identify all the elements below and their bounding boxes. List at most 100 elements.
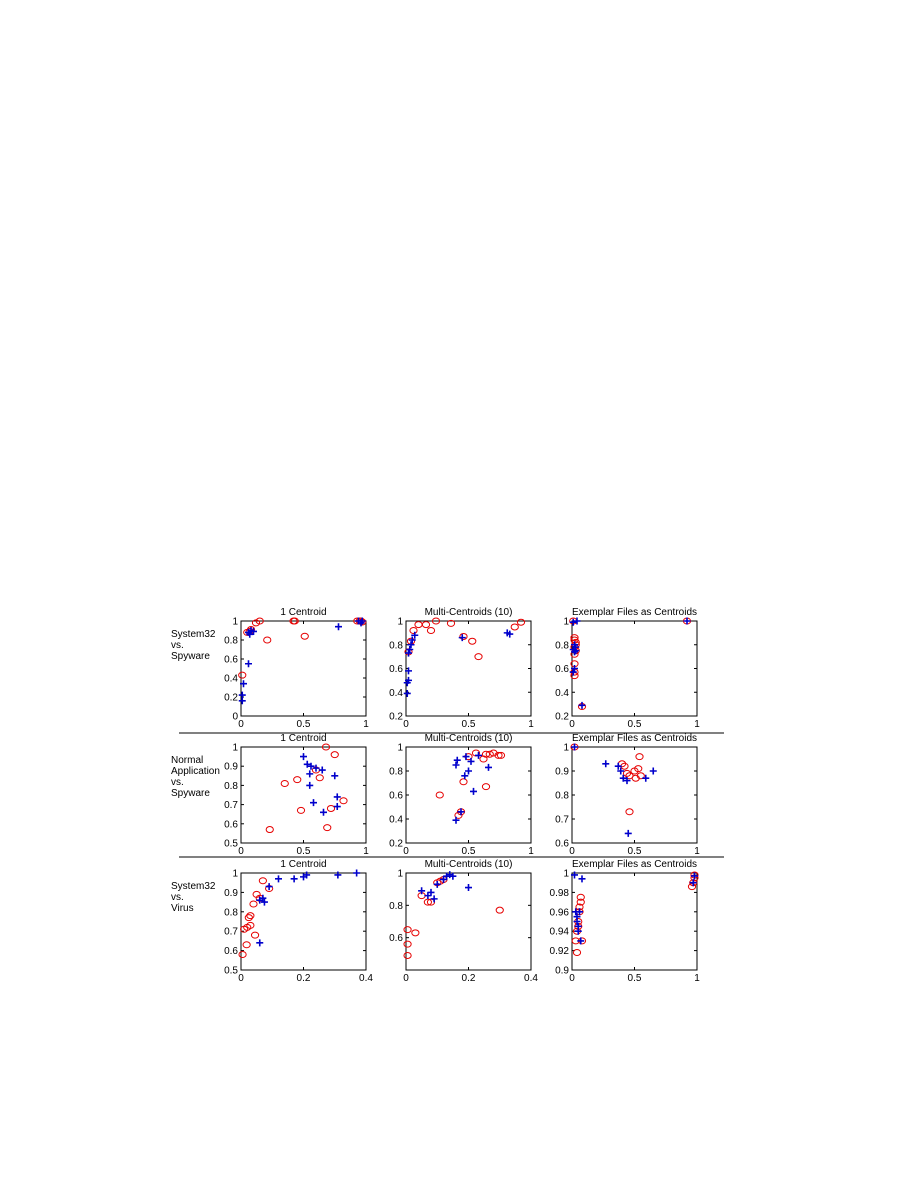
scatter-point-circle xyxy=(468,637,477,645)
row-label-line: vs. xyxy=(171,640,184,651)
scatter-point-circle xyxy=(255,617,264,625)
y-tick-label: 1 xyxy=(232,743,238,754)
scatter-point-plus xyxy=(358,617,366,625)
x-tick-label: 1 xyxy=(363,719,369,730)
x-tick-label: 0 xyxy=(403,846,409,857)
y-tick-label: 0.7 xyxy=(555,815,569,826)
y-tick-label: 0.4 xyxy=(389,688,403,699)
scatter-panel: Multi-Centroids (10) 0 0.2 0.4 0.6 0.8 1 xyxy=(389,859,538,984)
x-tick-label: 0 xyxy=(238,719,244,730)
scatter-point-plus xyxy=(691,872,698,880)
y-tick-label: 0.6 xyxy=(224,946,238,957)
x-tick-label: 1 xyxy=(694,846,700,857)
y-tick-label: 0.5 xyxy=(224,839,238,850)
y-tick-label: 0.98 xyxy=(550,888,570,899)
axes-frame xyxy=(571,872,698,971)
scatter-point-plus xyxy=(467,757,475,765)
scatter-point-plus xyxy=(624,829,632,837)
y-tick-label: 0.8 xyxy=(555,640,569,651)
scatter-panel: Exemplar Files as Centroids 0 0.5 1 0.2 0.4 0.… xyxy=(555,607,700,730)
row-label-line: Virus xyxy=(171,903,194,914)
scatter-point-plus xyxy=(303,760,311,768)
x-tick-label: 0.5 xyxy=(628,973,642,984)
scatter-point-circle xyxy=(411,929,420,937)
y-tick-label: 1 xyxy=(232,869,238,880)
scatter-point-plus xyxy=(571,871,578,879)
x-tick-label: 0.5 xyxy=(628,846,642,857)
scatter-point-plus xyxy=(265,883,273,891)
scatter-point-plus xyxy=(411,631,419,639)
x-tick-label: 0 xyxy=(238,846,244,857)
scatter-point-plus xyxy=(260,898,268,906)
y-tick-label: 0.7 xyxy=(224,800,238,811)
row-label-line: Application xyxy=(171,766,220,777)
scatter-panel: 1 Centroid 0 0.2 0.4 0.5 0.6 0.7 0.8 0.9 1 xyxy=(224,859,373,984)
scatter-point-plus xyxy=(430,895,438,903)
scatter-point-circle xyxy=(330,751,339,759)
scatter-point-plus xyxy=(331,772,339,780)
scatter-point-circle xyxy=(414,621,423,629)
scatter-point-plus xyxy=(407,641,415,649)
scatter-point-plus xyxy=(312,764,320,772)
scatter-point-plus xyxy=(333,803,341,811)
panel-title: 1 Centroid xyxy=(280,733,326,744)
scatter-point-plus xyxy=(246,630,254,638)
y-tick-label: 0.8 xyxy=(224,636,238,647)
scatter-point-plus xyxy=(485,763,492,771)
scatter-point-plus xyxy=(453,756,461,764)
x-tick-label: 0.5 xyxy=(297,719,311,730)
x-tick-label: 0.4 xyxy=(359,973,373,984)
scatter-panel: Exemplar Files as Centroids 0 0.5 1 0.6 0.7 0.… xyxy=(555,733,700,857)
x-tick-label: 0 xyxy=(403,719,409,730)
panel-title: Exemplar Files as Centroids xyxy=(572,607,697,618)
scatter-point-circle xyxy=(576,898,585,906)
scatter-point-circle xyxy=(403,951,412,959)
panel-title: 1 Centroid xyxy=(280,607,326,618)
scatter-point-circle xyxy=(687,883,697,891)
scatter-point-plus xyxy=(418,887,426,895)
y-tick-label: 0.8 xyxy=(389,767,403,778)
scatter-point-circle xyxy=(634,765,643,773)
x-tick-label: 0.5 xyxy=(462,719,476,730)
x-tick-label: 0.5 xyxy=(462,846,476,857)
scatter-point-circle xyxy=(474,653,483,661)
scatter-point-plus xyxy=(571,648,578,656)
scatter-point-circle xyxy=(403,940,412,948)
scatter-point-circle xyxy=(431,617,441,625)
row-label-line: System32 xyxy=(171,881,216,892)
panel-title: Multi-Centroids (10) xyxy=(425,859,513,870)
scatter-point-plus xyxy=(649,767,657,775)
scatter-point-plus xyxy=(403,689,411,697)
scatter-point-circle xyxy=(323,824,332,832)
row-label-line: Normal xyxy=(171,755,203,766)
scatter-point-plus xyxy=(290,875,298,883)
scatter-point-plus xyxy=(452,761,460,769)
y-tick-label: 1 xyxy=(563,617,569,628)
y-tick-label: 1 xyxy=(232,617,238,628)
scatter-panel: Multi-Centroids (10) 0 0.5 1 0.2 0.4 0.6 0.8 1 xyxy=(389,733,534,857)
scatter-point-circle xyxy=(321,743,331,751)
scatter-point-circle xyxy=(459,632,468,640)
y-tick-label: 0.8 xyxy=(555,791,569,802)
scatter-point-plus xyxy=(614,762,622,770)
scatter-point-circle xyxy=(481,783,491,791)
y-tick-label: 0.2 xyxy=(555,712,569,723)
y-tick-label: 0.6 xyxy=(389,791,403,802)
row-separators xyxy=(179,732,724,858)
x-tick-label: 0 xyxy=(569,846,575,857)
scatter-point-plus xyxy=(335,623,342,631)
row-label-line: vs. xyxy=(171,777,184,788)
y-tick-label: 0.9 xyxy=(555,966,569,977)
scatter-point-plus xyxy=(462,753,470,761)
scatter-point-circle xyxy=(635,753,644,761)
scatter-point-circle xyxy=(485,750,494,758)
scatter-point-circle xyxy=(280,779,289,787)
scatter-point-plus xyxy=(578,701,586,709)
scatter-point-circle xyxy=(244,914,253,922)
scatter-point-plus xyxy=(506,630,514,638)
scatter-point-circle xyxy=(296,806,306,814)
scatter-point-plus xyxy=(334,871,342,879)
panel-title: Exemplar Files as Centroids xyxy=(572,733,697,744)
